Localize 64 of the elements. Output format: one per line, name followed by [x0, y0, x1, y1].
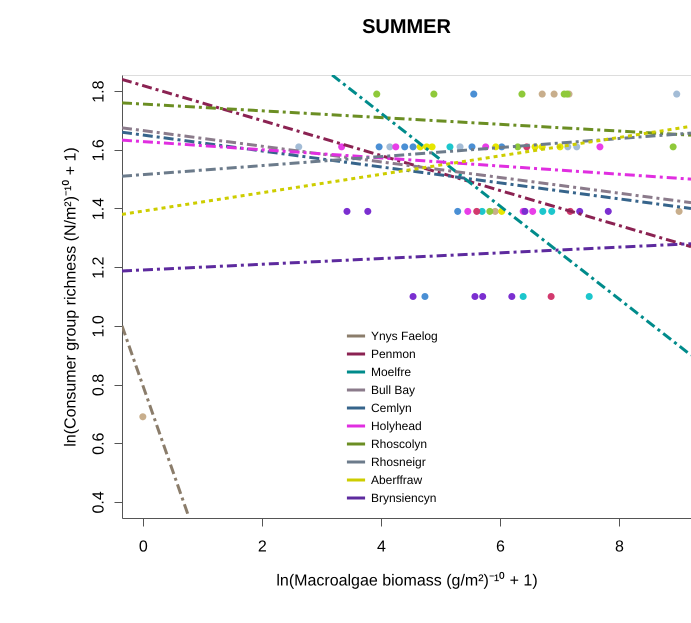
point [470, 90, 478, 98]
point [676, 208, 683, 215]
point [550, 90, 558, 98]
point [518, 90, 526, 98]
point [410, 143, 417, 150]
x-tick-label: 8 [615, 538, 624, 556]
point [596, 143, 604, 150]
legend-label: Moelfre [371, 365, 412, 379]
point [446, 143, 454, 150]
legend-label: Bull Bay [371, 383, 416, 397]
y-tick-label: 1.6 [90, 139, 108, 162]
point [139, 413, 146, 420]
point [486, 208, 494, 215]
legend-label: Rhosneigr [371, 455, 426, 469]
point [386, 143, 394, 150]
y-tick-label: 1.2 [90, 256, 108, 279]
point [538, 90, 546, 98]
point [428, 143, 436, 150]
point [508, 292, 516, 300]
point [520, 292, 527, 300]
point [670, 143, 677, 150]
legend-label: Cemlyn [371, 401, 412, 415]
point [421, 292, 428, 300]
point [473, 208, 480, 215]
point [673, 90, 680, 98]
point [343, 208, 351, 215]
legend-label: Penmon [371, 347, 416, 361]
legend-label: Ynys Faelog [371, 329, 438, 343]
y-tick-label: 1.4 [90, 198, 108, 220]
point [586, 292, 593, 300]
legend-label: Aberffraw [371, 473, 422, 487]
x-axis-title: ln(Macroalgae biomass (g/m²)⁻¹⁰ + 1) [276, 572, 538, 590]
legend-label: Rhoscolyn [371, 437, 428, 451]
y-tick-label: 1.8 [90, 80, 108, 103]
point [604, 208, 612, 215]
point [364, 208, 372, 215]
point [392, 143, 400, 150]
y-tick-label: 0.8 [90, 374, 108, 396]
point [376, 143, 383, 150]
point [295, 143, 302, 150]
point [548, 292, 555, 300]
y-axis-title: ln(Consumer group richness (N/m²)⁻¹⁰ + 1) [62, 147, 80, 447]
x-tick-label: 4 [376, 538, 386, 556]
point [539, 208, 546, 215]
point [373, 90, 380, 98]
y-tick-label: 1.0 [90, 315, 108, 338]
y-tick-label: 0.4 [90, 491, 108, 514]
point [401, 143, 408, 150]
point [548, 208, 556, 215]
point [410, 292, 417, 300]
x-tick-label: 6 [496, 538, 505, 556]
point [529, 208, 536, 215]
point [430, 90, 438, 98]
point [479, 292, 486, 300]
x-tick-label: 2 [258, 538, 267, 556]
point [471, 292, 478, 300]
point [454, 208, 462, 215]
x-tick-label: 0 [138, 538, 148, 556]
legend-label: Holyhead [371, 419, 422, 433]
point [338, 143, 346, 150]
legend-label: Brynsiencyn [371, 491, 436, 505]
y-tick-label: 0.6 [90, 432, 108, 455]
point [464, 208, 472, 215]
chart-title: SUMMER [362, 16, 452, 38]
